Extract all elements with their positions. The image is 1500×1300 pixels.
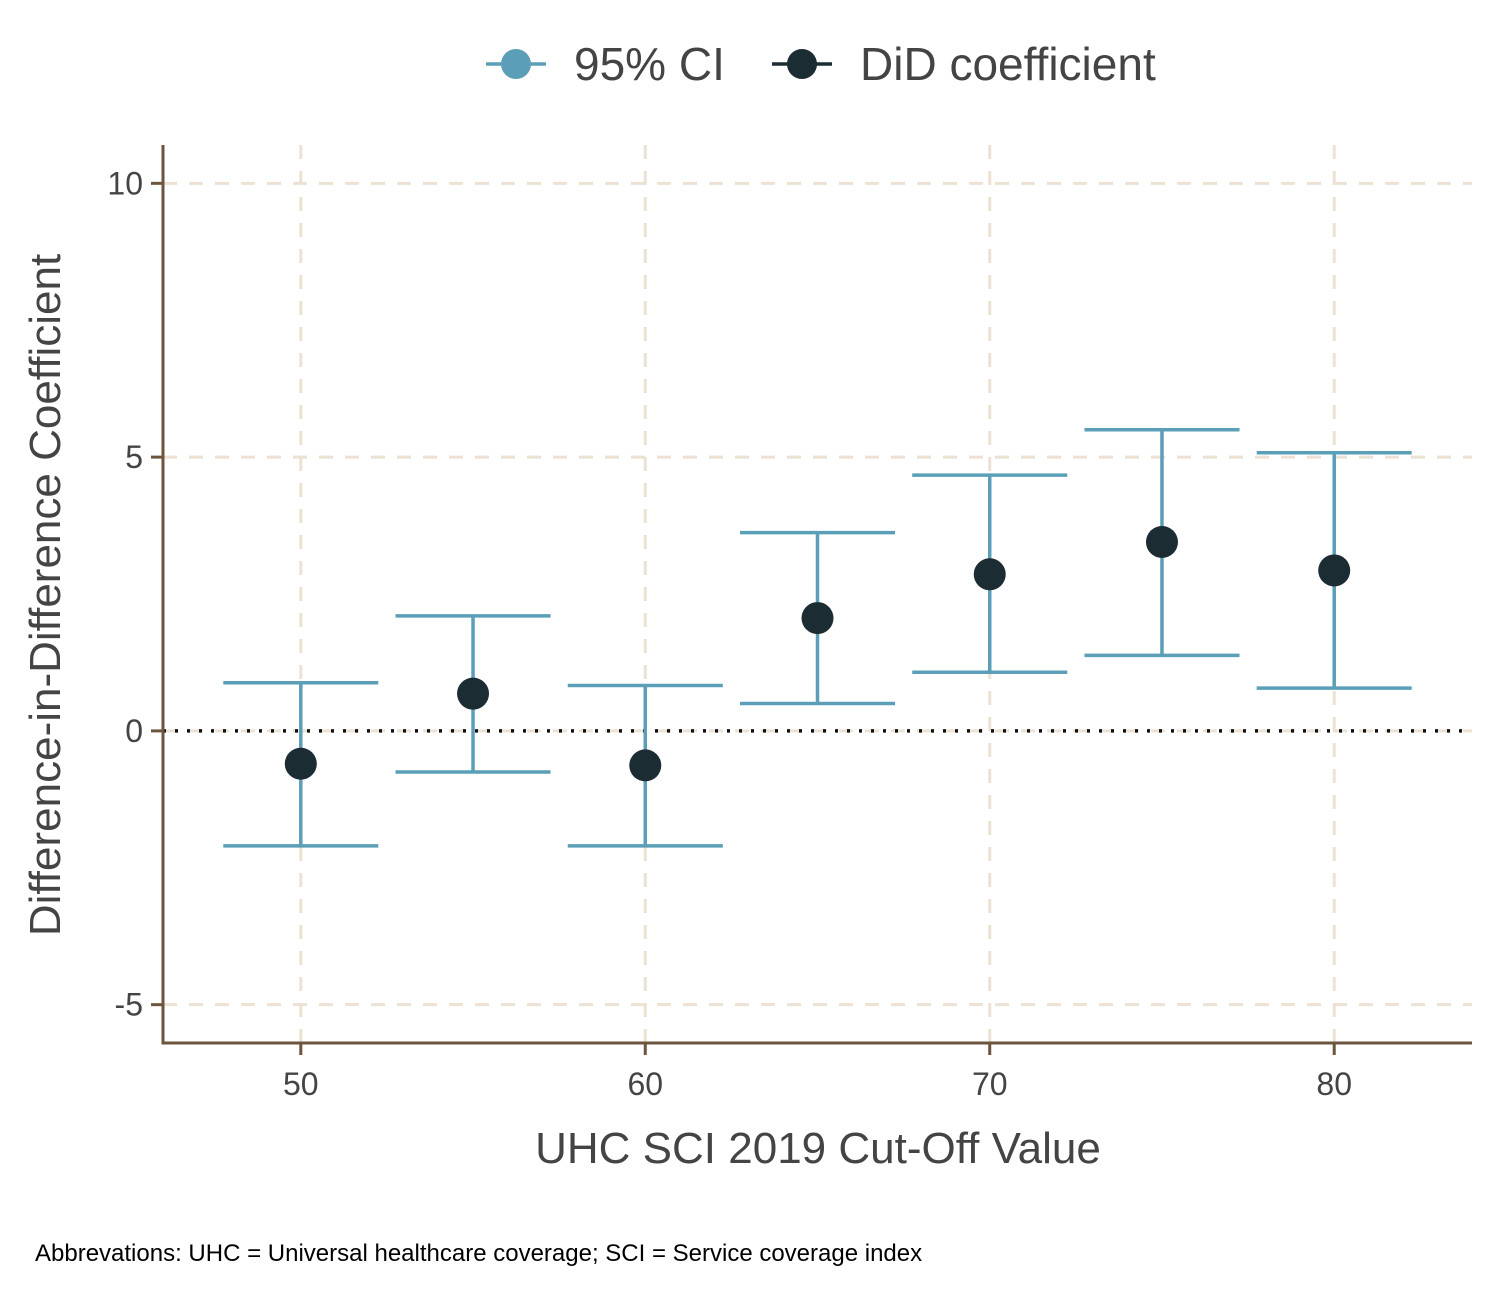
x-tick-label: 70: [972, 1066, 1008, 1102]
legend-swatch-marker: [501, 49, 531, 79]
x-tick-label: 60: [627, 1066, 663, 1102]
y-tick-label: -5: [115, 987, 143, 1023]
y-tick-label: 10: [107, 165, 143, 201]
x-tick-label: 80: [1316, 1066, 1352, 1102]
did-coefficient-point: [1145, 525, 1178, 558]
abbreviations-caption: Abbrevations: UHC = Universal healthcare…: [35, 1240, 923, 1267]
did-coefficient-point: [629, 749, 662, 782]
tick-labels: -5 0 5 10 50 60 70 80: [107, 165, 1352, 1102]
did-coefficient-point: [1318, 554, 1351, 587]
legend-item-ci: 95% CI: [486, 38, 725, 90]
legend-swatch-marker: [787, 49, 817, 79]
did-coefficient-point: [801, 602, 834, 635]
x-tick-label: 50: [283, 1066, 319, 1102]
legend-label-ci: 95% CI: [574, 38, 725, 90]
legend-item-coefficient: DiD coefficient: [772, 38, 1156, 90]
did-coefficient-point: [457, 677, 490, 710]
confidence-intervals: [223, 427, 1412, 848]
coefficient-points: [284, 525, 1351, 782]
did-coefficient-point: [284, 747, 317, 780]
did-coefficient-point: [973, 558, 1006, 591]
x-axis-title: UHC SCI 2019 Cut-Off Value: [535, 1124, 1101, 1173]
y-axis-title: Difference-in-Difference Coefficient: [21, 254, 70, 936]
legend: 95% CI DiD coefficient: [486, 38, 1156, 90]
y-tick-label: 0: [125, 713, 143, 749]
legend-label-coefficient: DiD coefficient: [860, 38, 1156, 90]
axes: [151, 145, 1472, 1055]
did-coefficient-chart: -5 0 5 10 50 60 70 80 UHC SCI 2019 Cut-Off Valu…: [21, 38, 1472, 1173]
y-tick-label: 5: [125, 439, 143, 475]
